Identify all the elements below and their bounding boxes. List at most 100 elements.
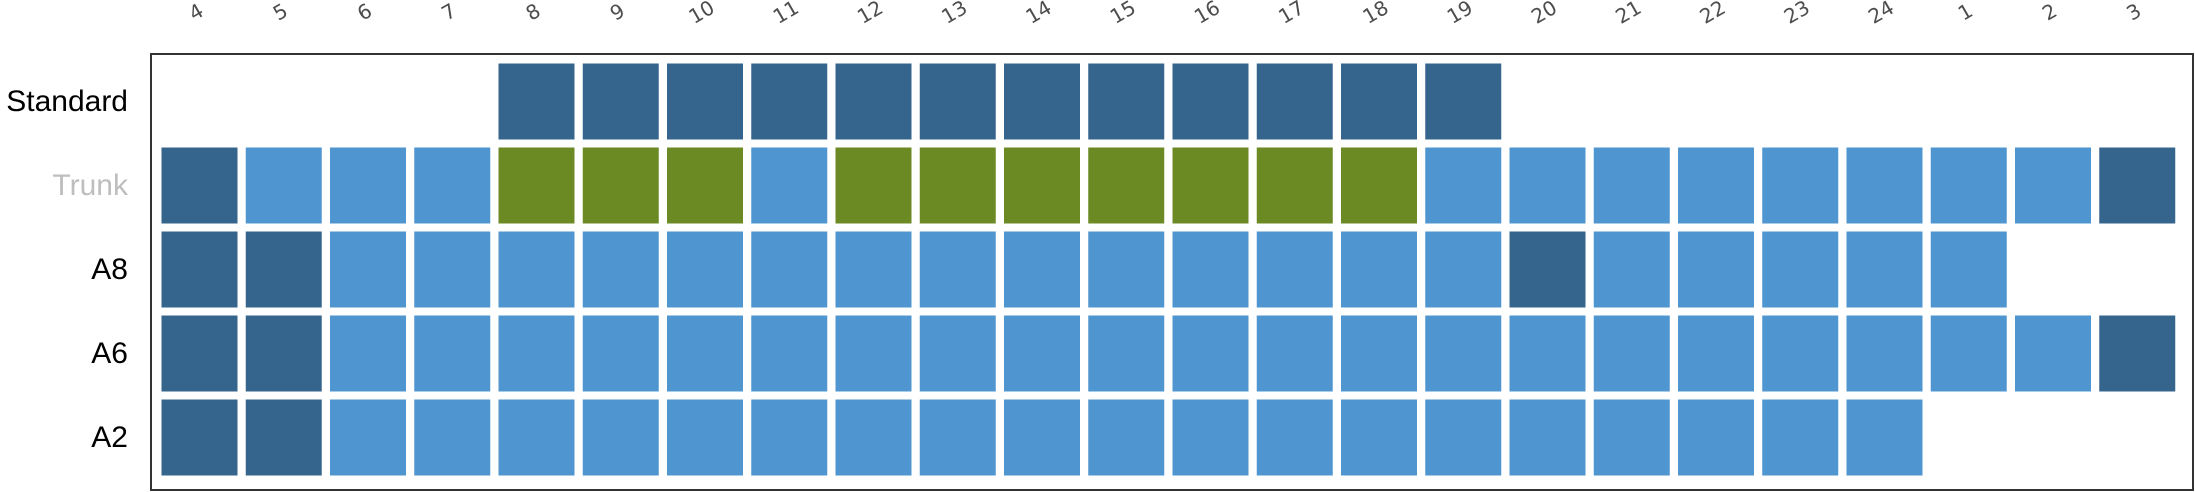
cell-a8-15 xyxy=(1088,231,1165,308)
cell-trunk-13 xyxy=(919,147,996,224)
cell-a2-18 xyxy=(1341,399,1417,476)
column-label-12: 12 xyxy=(853,0,887,29)
cell-a8-9 xyxy=(582,231,659,308)
cell-a8-11 xyxy=(751,231,828,308)
cell-trunk-7 xyxy=(414,147,491,224)
cell-a8-12 xyxy=(835,231,912,308)
cell-standard-11 xyxy=(751,63,828,140)
column-label-6: 6 xyxy=(353,0,376,26)
cell-trunk-20 xyxy=(1509,147,1586,224)
column-label-7: 7 xyxy=(437,0,460,26)
cell-a6-4 xyxy=(161,315,238,392)
cell-a6-19 xyxy=(1425,315,1502,392)
heatmap-cells xyxy=(161,63,2176,476)
cell-trunk-19 xyxy=(1425,147,1502,224)
cell-a6-9 xyxy=(582,315,659,392)
cell-trunk-14 xyxy=(1004,147,1080,224)
cell-a6-1 xyxy=(1930,315,2007,392)
cell-a6-18 xyxy=(1341,315,1417,392)
cell-a8-8 xyxy=(498,231,575,308)
cell-a6-7 xyxy=(414,315,491,392)
column-label-9: 9 xyxy=(606,0,629,26)
cell-trunk-11 xyxy=(751,147,828,224)
cell-a6-3 xyxy=(2099,315,2176,392)
cell-a6-22 xyxy=(1678,315,1754,392)
cell-trunk-23 xyxy=(1762,147,1839,224)
cell-trunk-21 xyxy=(1593,147,1670,224)
cell-a2-9 xyxy=(582,399,659,476)
cell-trunk-22 xyxy=(1678,147,1754,224)
cell-a2-23 xyxy=(1762,399,1839,476)
cell-a8-10 xyxy=(667,231,743,308)
column-label-20: 20 xyxy=(1527,0,1561,29)
cell-a8-16 xyxy=(1172,231,1249,308)
cell-trunk-18 xyxy=(1341,147,1417,224)
cell-a2-21 xyxy=(1593,399,1670,476)
cell-a2-14 xyxy=(1004,399,1080,476)
row-label-a6: A6 xyxy=(91,337,128,370)
cell-standard-13 xyxy=(919,63,996,140)
cell-trunk-15 xyxy=(1088,147,1165,224)
cell-a8-4 xyxy=(161,231,238,308)
cell-a6-10 xyxy=(667,315,743,392)
column-label-17: 17 xyxy=(1274,0,1308,29)
cell-trunk-5 xyxy=(245,147,322,224)
cell-a8-19 xyxy=(1425,231,1502,308)
cell-a8-21 xyxy=(1593,231,1670,308)
column-label-22: 22 xyxy=(1695,0,1729,29)
cell-a2-16 xyxy=(1172,399,1249,476)
cell-a2-7 xyxy=(414,399,491,476)
cell-trunk-1 xyxy=(1930,147,2007,224)
cell-a8-22 xyxy=(1678,231,1754,308)
column-label-15: 15 xyxy=(1106,0,1140,29)
row-label-trunk: Trunk xyxy=(52,169,129,202)
cell-a8-18 xyxy=(1341,231,1417,308)
row-label-standard: Standard xyxy=(6,85,128,118)
column-label-2: 2 xyxy=(2038,0,2061,26)
cell-a6-13 xyxy=(919,315,996,392)
cell-a8-7 xyxy=(414,231,491,308)
cell-trunk-8 xyxy=(498,147,575,224)
cell-a2-8 xyxy=(498,399,575,476)
column-label-24: 24 xyxy=(1864,0,1898,29)
column-labels: 4 5 6 7 8 9 10 11 12 13 14 15 16 17 18 19 20 21 22 23 24 1 2 3 xyxy=(184,0,2145,29)
cell-a2-24 xyxy=(1846,399,1923,476)
cell-a8-24 xyxy=(1846,231,1923,308)
cell-a2-20 xyxy=(1509,399,1586,476)
column-label-10: 10 xyxy=(684,0,718,29)
cell-a6-15 xyxy=(1088,315,1165,392)
column-label-3: 3 xyxy=(2122,0,2145,26)
cell-standard-8 xyxy=(498,63,575,140)
cell-a6-5 xyxy=(245,315,322,392)
cell-trunk-16 xyxy=(1172,147,1249,224)
cell-a6-8 xyxy=(498,315,575,392)
cell-a6-12 xyxy=(835,315,912,392)
column-label-16: 16 xyxy=(1190,0,1224,29)
cell-standard-19 xyxy=(1425,63,1502,140)
cell-standard-10 xyxy=(667,63,743,140)
cell-a8-14 xyxy=(1004,231,1080,308)
cell-trunk-2 xyxy=(2015,147,2091,224)
cell-a6-20 xyxy=(1509,315,1586,392)
cell-a6-14 xyxy=(1004,315,1080,392)
row-label-a2: A2 xyxy=(91,421,128,454)
cell-standard-16 xyxy=(1172,63,1249,140)
cell-a6-6 xyxy=(330,315,406,392)
column-label-13: 13 xyxy=(937,0,971,29)
cell-a6-11 xyxy=(751,315,828,392)
cell-a2-22 xyxy=(1678,399,1754,476)
cell-a8-5 xyxy=(245,231,322,308)
plot-panel xyxy=(150,53,2194,491)
cell-standard-12 xyxy=(835,63,912,140)
cell-a8-17 xyxy=(1256,231,1333,308)
cell-standard-17 xyxy=(1256,63,1333,140)
cell-standard-18 xyxy=(1341,63,1417,140)
cell-trunk-24 xyxy=(1846,147,1923,224)
column-label-18: 18 xyxy=(1358,0,1392,29)
cell-a2-5 xyxy=(245,399,322,476)
column-label-21: 21 xyxy=(1611,0,1645,29)
cell-standard-15 xyxy=(1088,63,1165,140)
cell-a2-10 xyxy=(667,399,743,476)
cell-a2-17 xyxy=(1256,399,1333,476)
